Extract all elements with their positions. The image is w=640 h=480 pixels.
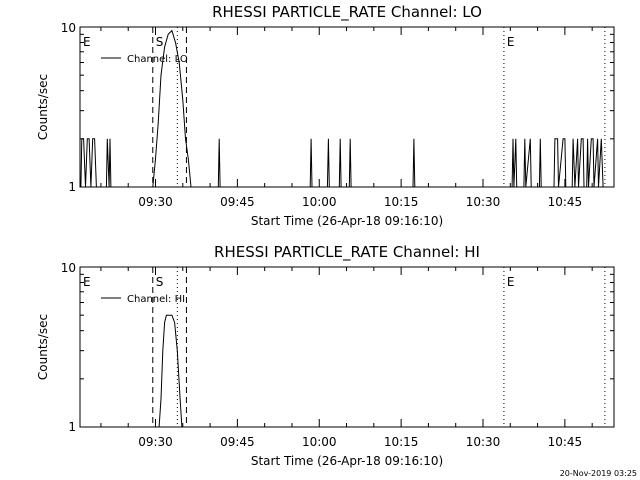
x-tick-label: 10:45 — [548, 435, 583, 449]
x-tick-label: 10:15 — [384, 435, 419, 449]
chart-title: RHESSI PARTICLE_RATE Channel: LO — [212, 3, 482, 22]
panel-channel-hi: RHESSI PARTICLE_RATE Channel: HI 10 1 Co… — [36, 243, 615, 468]
x-axis-label: Start Time (26-Apr-18 09:16:10) — [251, 454, 443, 468]
plot-frame — [79, 266, 615, 428]
x-tick-label: 10:00 — [302, 435, 337, 449]
x-tick-label: 10:15 — [384, 195, 419, 209]
x-axis-ticks: 09:30 09:45 10:00 10:15 10:30 10:45 — [80, 267, 614, 449]
x-tick-label: 09:45 — [220, 195, 255, 209]
y-tick-label-1: 1 — [68, 180, 76, 194]
x-axis-ticks: 09:30 09:45 10:00 10:15 10:30 10:45 — [80, 27, 614, 209]
marker-label: S — [156, 275, 164, 289]
x-tick-label: 10:30 — [466, 195, 501, 209]
marker-label: E — [507, 275, 515, 289]
marker-label: S — [156, 35, 164, 49]
y-tick-label-1: 1 — [68, 420, 76, 434]
legend: Channel: LO — [101, 54, 188, 65]
panel-channel-lo: RHESSI PARTICLE_RATE Channel: LO 10 1 Co… — [36, 3, 615, 228]
marker-label: E — [507, 35, 515, 49]
series-line — [158, 314, 183, 428]
x-axis-label: Start Time (26-Apr-18 09:16:10) — [251, 214, 443, 228]
x-tick-label: 09:30 — [138, 195, 173, 209]
x-tick-label: 09:45 — [220, 435, 255, 449]
x-tick-label: 10:00 — [302, 195, 337, 209]
legend: Channel: HI — [101, 294, 185, 305]
y-axis-label: Counts/sec — [36, 74, 50, 140]
x-tick-label: 09:30 — [138, 435, 173, 449]
timestamp-footer: 20-Nov-2019 03:25 — [560, 469, 637, 478]
series-line — [80, 29, 604, 188]
x-tick-label: 10:30 — [466, 435, 501, 449]
series-lines — [80, 29, 604, 188]
y-tick-label-10: 10 — [61, 261, 76, 275]
y-tick-label-10: 10 — [61, 21, 76, 35]
x-tick-label: 10:45 — [548, 195, 583, 209]
series-lines — [158, 314, 183, 428]
plot-frame — [79, 26, 615, 188]
legend-entry: Channel: LO — [127, 54, 188, 65]
legend-entry: Channel: HI — [127, 294, 185, 305]
marker-label: E — [83, 275, 91, 289]
y-axis-label: Counts/sec — [36, 314, 50, 380]
chart-title: RHESSI PARTICLE_RATE Channel: HI — [214, 243, 480, 262]
marker-label: E — [83, 35, 91, 49]
